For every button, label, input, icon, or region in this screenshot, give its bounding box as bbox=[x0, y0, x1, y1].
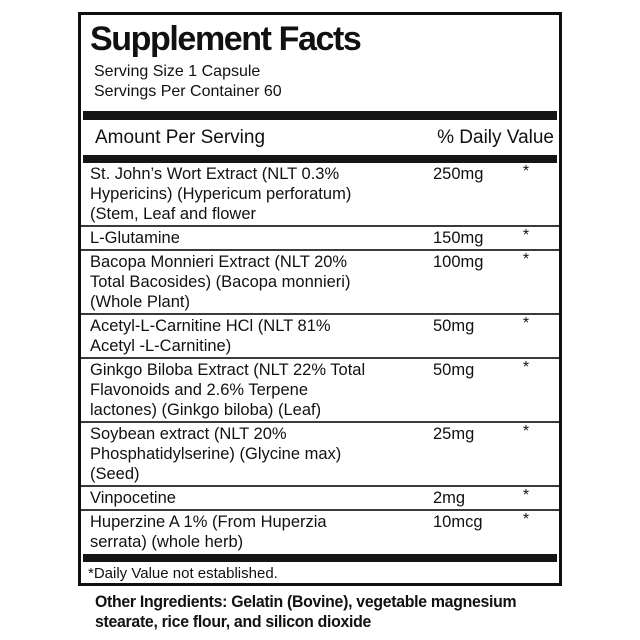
divider-bar-header bbox=[83, 155, 557, 163]
ingredient-row: L-Glutamine 150mg * bbox=[81, 225, 559, 249]
serving-size: Serving Size 1 Capsule bbox=[94, 63, 261, 80]
ingredient-amount: 50mg bbox=[433, 317, 475, 335]
ingredient-amount: 250mg bbox=[433, 165, 484, 183]
ingredient-daily-value: * bbox=[522, 163, 530, 180]
divider-bar-bottom bbox=[83, 554, 557, 562]
ingredient-amount: 25mg bbox=[433, 425, 475, 443]
ingredient-name: Ginkgo Biloba Extract (NLT 22% Total Fla… bbox=[90, 361, 366, 419]
ingredient-daily-value: * bbox=[522, 251, 530, 268]
ingredient-name: Acetyl-L-Carnitine HCl (NLT 81% Acetyl -… bbox=[90, 317, 331, 355]
ingredient-daily-value: * bbox=[522, 315, 530, 332]
ingredient-amount: 10mcg bbox=[433, 513, 483, 531]
ingredient-amount: 100mg bbox=[433, 253, 484, 271]
ingredient-rows: St. John’s Wort Extract (NLT 0.3% Hyperi… bbox=[81, 163, 559, 553]
footnote: *Daily Value not established. bbox=[88, 565, 278, 582]
ingredient-row: Bacopa Monnieri Extract (NLT 20% Total B… bbox=[81, 249, 559, 313]
ingredient-row: Vinpocetine 2mg * bbox=[81, 485, 559, 509]
ingredient-name: Vinpocetine bbox=[90, 489, 176, 507]
ingredient-daily-value: * bbox=[522, 423, 530, 440]
facts-title: Supplement Facts bbox=[90, 20, 362, 58]
ingredient-row: Acetyl-L-Carnitine HCl (NLT 81% Acetyl -… bbox=[81, 313, 559, 357]
ingredient-name: Bacopa Monnieri Extract (NLT 20% Total B… bbox=[90, 253, 351, 311]
ingredient-daily-value: * bbox=[522, 487, 530, 504]
amount-per-serving-header: Amount Per Serving bbox=[95, 127, 266, 148]
ingredient-row: St. John’s Wort Extract (NLT 0.3% Hyperi… bbox=[81, 163, 559, 225]
ingredient-row: Ginkgo Biloba Extract (NLT 22% Total Fla… bbox=[81, 357, 559, 421]
ingredient-amount: 2mg bbox=[433, 489, 466, 507]
ingredient-daily-value: * bbox=[522, 511, 530, 528]
ingredient-amount: 150mg bbox=[433, 229, 484, 247]
ingredient-name: Soybean extract (NLT 20% Phosphatidylser… bbox=[90, 425, 342, 483]
divider-bar-top bbox=[83, 111, 557, 120]
ingredient-name: Huperzine A 1% (From Huperzia serrata) (… bbox=[90, 513, 327, 551]
supplement-facts-label: Supplement Facts Serving Size 1 Capsule … bbox=[78, 12, 562, 586]
column-header-row: Amount Per Serving % Daily Value bbox=[81, 120, 559, 155]
ingredient-row: Soybean extract (NLT 20% Phosphatidylser… bbox=[81, 421, 559, 485]
ingredient-name: St. John’s Wort Extract (NLT 0.3% Hyperi… bbox=[90, 165, 352, 223]
other-ingredients: Other Ingredients: Gelatin (Bovine), veg… bbox=[95, 593, 517, 631]
ingredient-daily-value: * bbox=[522, 359, 530, 376]
daily-value-header: % Daily Value bbox=[437, 127, 554, 148]
servings-per-container: Servings Per Container 60 bbox=[94, 83, 282, 100]
ingredient-name: L-Glutamine bbox=[90, 229, 180, 247]
ingredient-amount: 50mg bbox=[433, 361, 475, 379]
ingredient-daily-value: * bbox=[522, 227, 530, 244]
ingredient-row: Huperzine A 1% (From Huperzia serrata) (… bbox=[81, 509, 559, 553]
